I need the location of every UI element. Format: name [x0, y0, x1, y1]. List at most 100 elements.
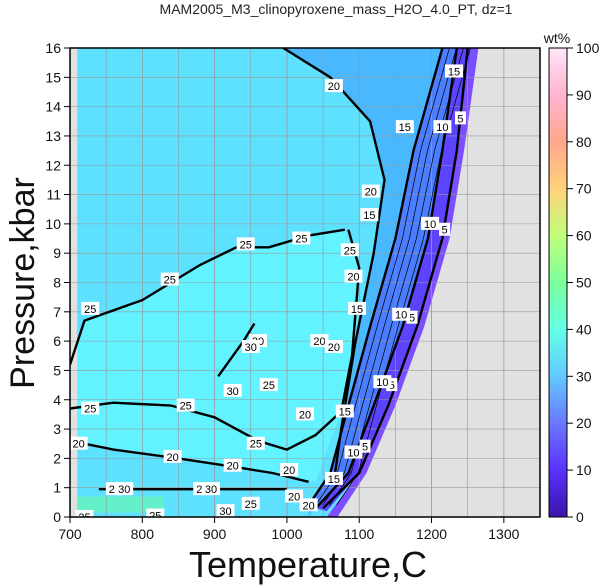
contour-label-bg: [310, 334, 329, 348]
contour-label-group: 20: [324, 79, 343, 93]
fill-region-30-plus: [70, 496, 164, 513]
contour-label-bg: [324, 339, 343, 353]
contour-label: 25: [250, 439, 262, 451]
contour-label: 30: [219, 506, 231, 518]
contour-label: 15: [328, 474, 340, 486]
contour-label: 15: [339, 406, 351, 418]
contour-label-bg: [324, 471, 343, 485]
contour-label: 30: [205, 484, 217, 496]
grid-lines: [70, 48, 540, 517]
contour-label-bg: [115, 482, 134, 496]
x-tick-label: 1200: [416, 526, 447, 542]
contour-label-bg: [236, 237, 255, 251]
contour-label-group: 15: [335, 404, 354, 418]
y-tick-label: 15: [45, 69, 61, 85]
contour-line-minor: [336, 48, 471, 506]
contour-label: 20: [302, 500, 314, 512]
contour-label-group: 10: [373, 375, 392, 389]
fill-region-10-15: [308, 48, 457, 509]
contour-label-bg: [285, 489, 304, 503]
contour-label-group: 5: [454, 111, 466, 125]
y-tick-label: 10: [45, 216, 61, 232]
contour-label: 20: [347, 272, 359, 284]
contour-label-bg: [299, 498, 318, 512]
contour-label-bg: [81, 301, 100, 315]
contour-label-group: 25: [146, 508, 165, 517]
contour-label-group: 5: [386, 378, 398, 392]
colorbar-tick-label: 50: [576, 275, 592, 291]
contour-label-bg: [292, 231, 311, 245]
contour-label-bg: [444, 64, 463, 78]
contour-label: 25: [240, 239, 252, 251]
contour-label: 25: [84, 304, 96, 316]
contour-label-group: 15: [395, 120, 414, 134]
contour-label: 25: [78, 512, 90, 524]
contour-label-bg: [361, 184, 380, 198]
contour-label: 20: [167, 452, 179, 464]
contour-label-bg: [421, 216, 440, 230]
contour-label-bg: [241, 339, 260, 353]
contour-label: 10: [424, 219, 436, 231]
contour-label-bg: [81, 401, 100, 415]
contour-label-group: 20: [344, 269, 363, 284]
y-tick-label: 12: [45, 157, 61, 173]
contour-label-bg: [359, 439, 371, 453]
contour-label: 20: [328, 342, 340, 354]
contour-line-minor: [329, 48, 464, 506]
contour-label-bg: [160, 272, 179, 286]
contour-label-group: 10: [392, 307, 411, 322]
contour-label: 25: [84, 404, 96, 416]
contour-label-bg: [454, 111, 466, 125]
contour-label: 15: [448, 66, 460, 78]
y-tick-label: 16: [45, 40, 61, 56]
contour-label-group: 20: [361, 184, 380, 199]
contour-label-group: 30: [241, 339, 260, 354]
y-tick-label: 0: [53, 509, 61, 525]
contour-label-bg: [348, 301, 367, 315]
colorbar: wt% 0 10 20 30 40 50 60 70 80 90 100: [543, 30, 600, 525]
contour-label-bg: [241, 496, 260, 510]
contour-label-bg: [223, 458, 242, 472]
contour-label-bg: [223, 383, 242, 397]
colorbar-tick-label: 0: [576, 509, 584, 525]
x-tick-label: 900: [203, 526, 227, 542]
contour-label-bg: [202, 482, 220, 496]
x-axis-label: Temperature,C: [189, 544, 427, 585]
y-tick-label: 2: [53, 450, 61, 466]
colorbar-unit-label: wt%: [543, 30, 570, 46]
contour-label-bg: [344, 269, 363, 283]
contour-label-group: 25: [340, 243, 359, 257]
contour-label: 20: [288, 491, 300, 503]
contour-label-bg: [280, 463, 299, 477]
colorbar-tick-label: 10: [576, 462, 592, 478]
contour-label-group: 25: [236, 237, 255, 251]
y-tick-label: 5: [53, 362, 61, 378]
contour-label: 30: [227, 386, 239, 398]
fill-region-5-10: [315, 48, 472, 512]
contour-label-group: 10: [421, 216, 440, 231]
contour-label: 20: [73, 439, 85, 451]
contour-label-bg: [163, 449, 182, 463]
contour-label-group: 30: [202, 482, 220, 496]
contour-label-bg: [75, 510, 94, 517]
contour-label-group: 20: [296, 407, 314, 421]
contour-label-bg: [146, 508, 165, 517]
contour-label-group: 20: [299, 498, 318, 512]
contour-label-group: 15: [348, 301, 367, 316]
contour-label-bg: [395, 120, 414, 134]
contour-label: 5: [389, 380, 395, 392]
contour-label-bg: [344, 445, 363, 459]
contour-label-bg: [386, 378, 398, 392]
contour-label: 10: [436, 122, 448, 134]
contour-label: 5: [457, 113, 463, 125]
contour-label-bg: [259, 378, 278, 392]
contour-label-group: 25: [81, 401, 100, 416]
contour-label-group: 25: [81, 301, 100, 316]
contour-label: 10: [347, 448, 359, 460]
contour-label-group: 25: [160, 272, 179, 287]
x-tick-label: 1300: [488, 526, 519, 542]
chart-title: MAM2005_M3_clinopyroxene_mass_H2O_4.0_PT…: [160, 1, 513, 17]
x-axis-ticks: 700 800 900 1000 1100 1200 1300: [58, 517, 520, 542]
contour-label-group: 20: [285, 489, 304, 503]
